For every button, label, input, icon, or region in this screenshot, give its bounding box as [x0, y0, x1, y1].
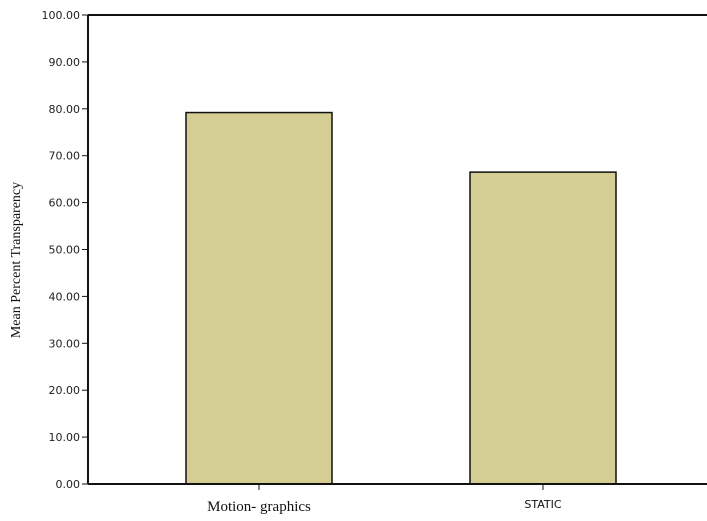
y-tick-label: 80.00 — [49, 103, 81, 116]
y-tick-label: 70.00 — [49, 150, 81, 163]
bar — [469, 171, 617, 485]
category-labels: Motion- graphics STATIC — [207, 498, 562, 515]
y-tick-label: 60.00 — [49, 197, 81, 210]
y-tick-label: 50.00 — [49, 244, 81, 257]
y-tick-label: 40.00 — [49, 290, 81, 303]
category-label: STATIC — [524, 498, 561, 511]
bar — [185, 111, 333, 485]
y-tick-label: 30.00 — [49, 337, 81, 350]
bars — [185, 111, 617, 490]
y-tick-label: 0.00 — [56, 478, 81, 491]
y-tick-label: 90.00 — [49, 56, 81, 69]
y-axis-label: Mean Percent Transparency — [9, 182, 24, 338]
y-tick-label: 10.00 — [49, 431, 81, 444]
category-label: Motion- graphics — [207, 499, 311, 515]
y-ticks: 0.00 10.00 20.00 30.00 40.00 50.00 60.00 70.00 8… — [42, 9, 88, 491]
y-tick-label: 20.00 — [49, 384, 81, 397]
y-tick-label: 100.00 — [42, 9, 81, 22]
axes-frame — [87, 14, 707, 485]
